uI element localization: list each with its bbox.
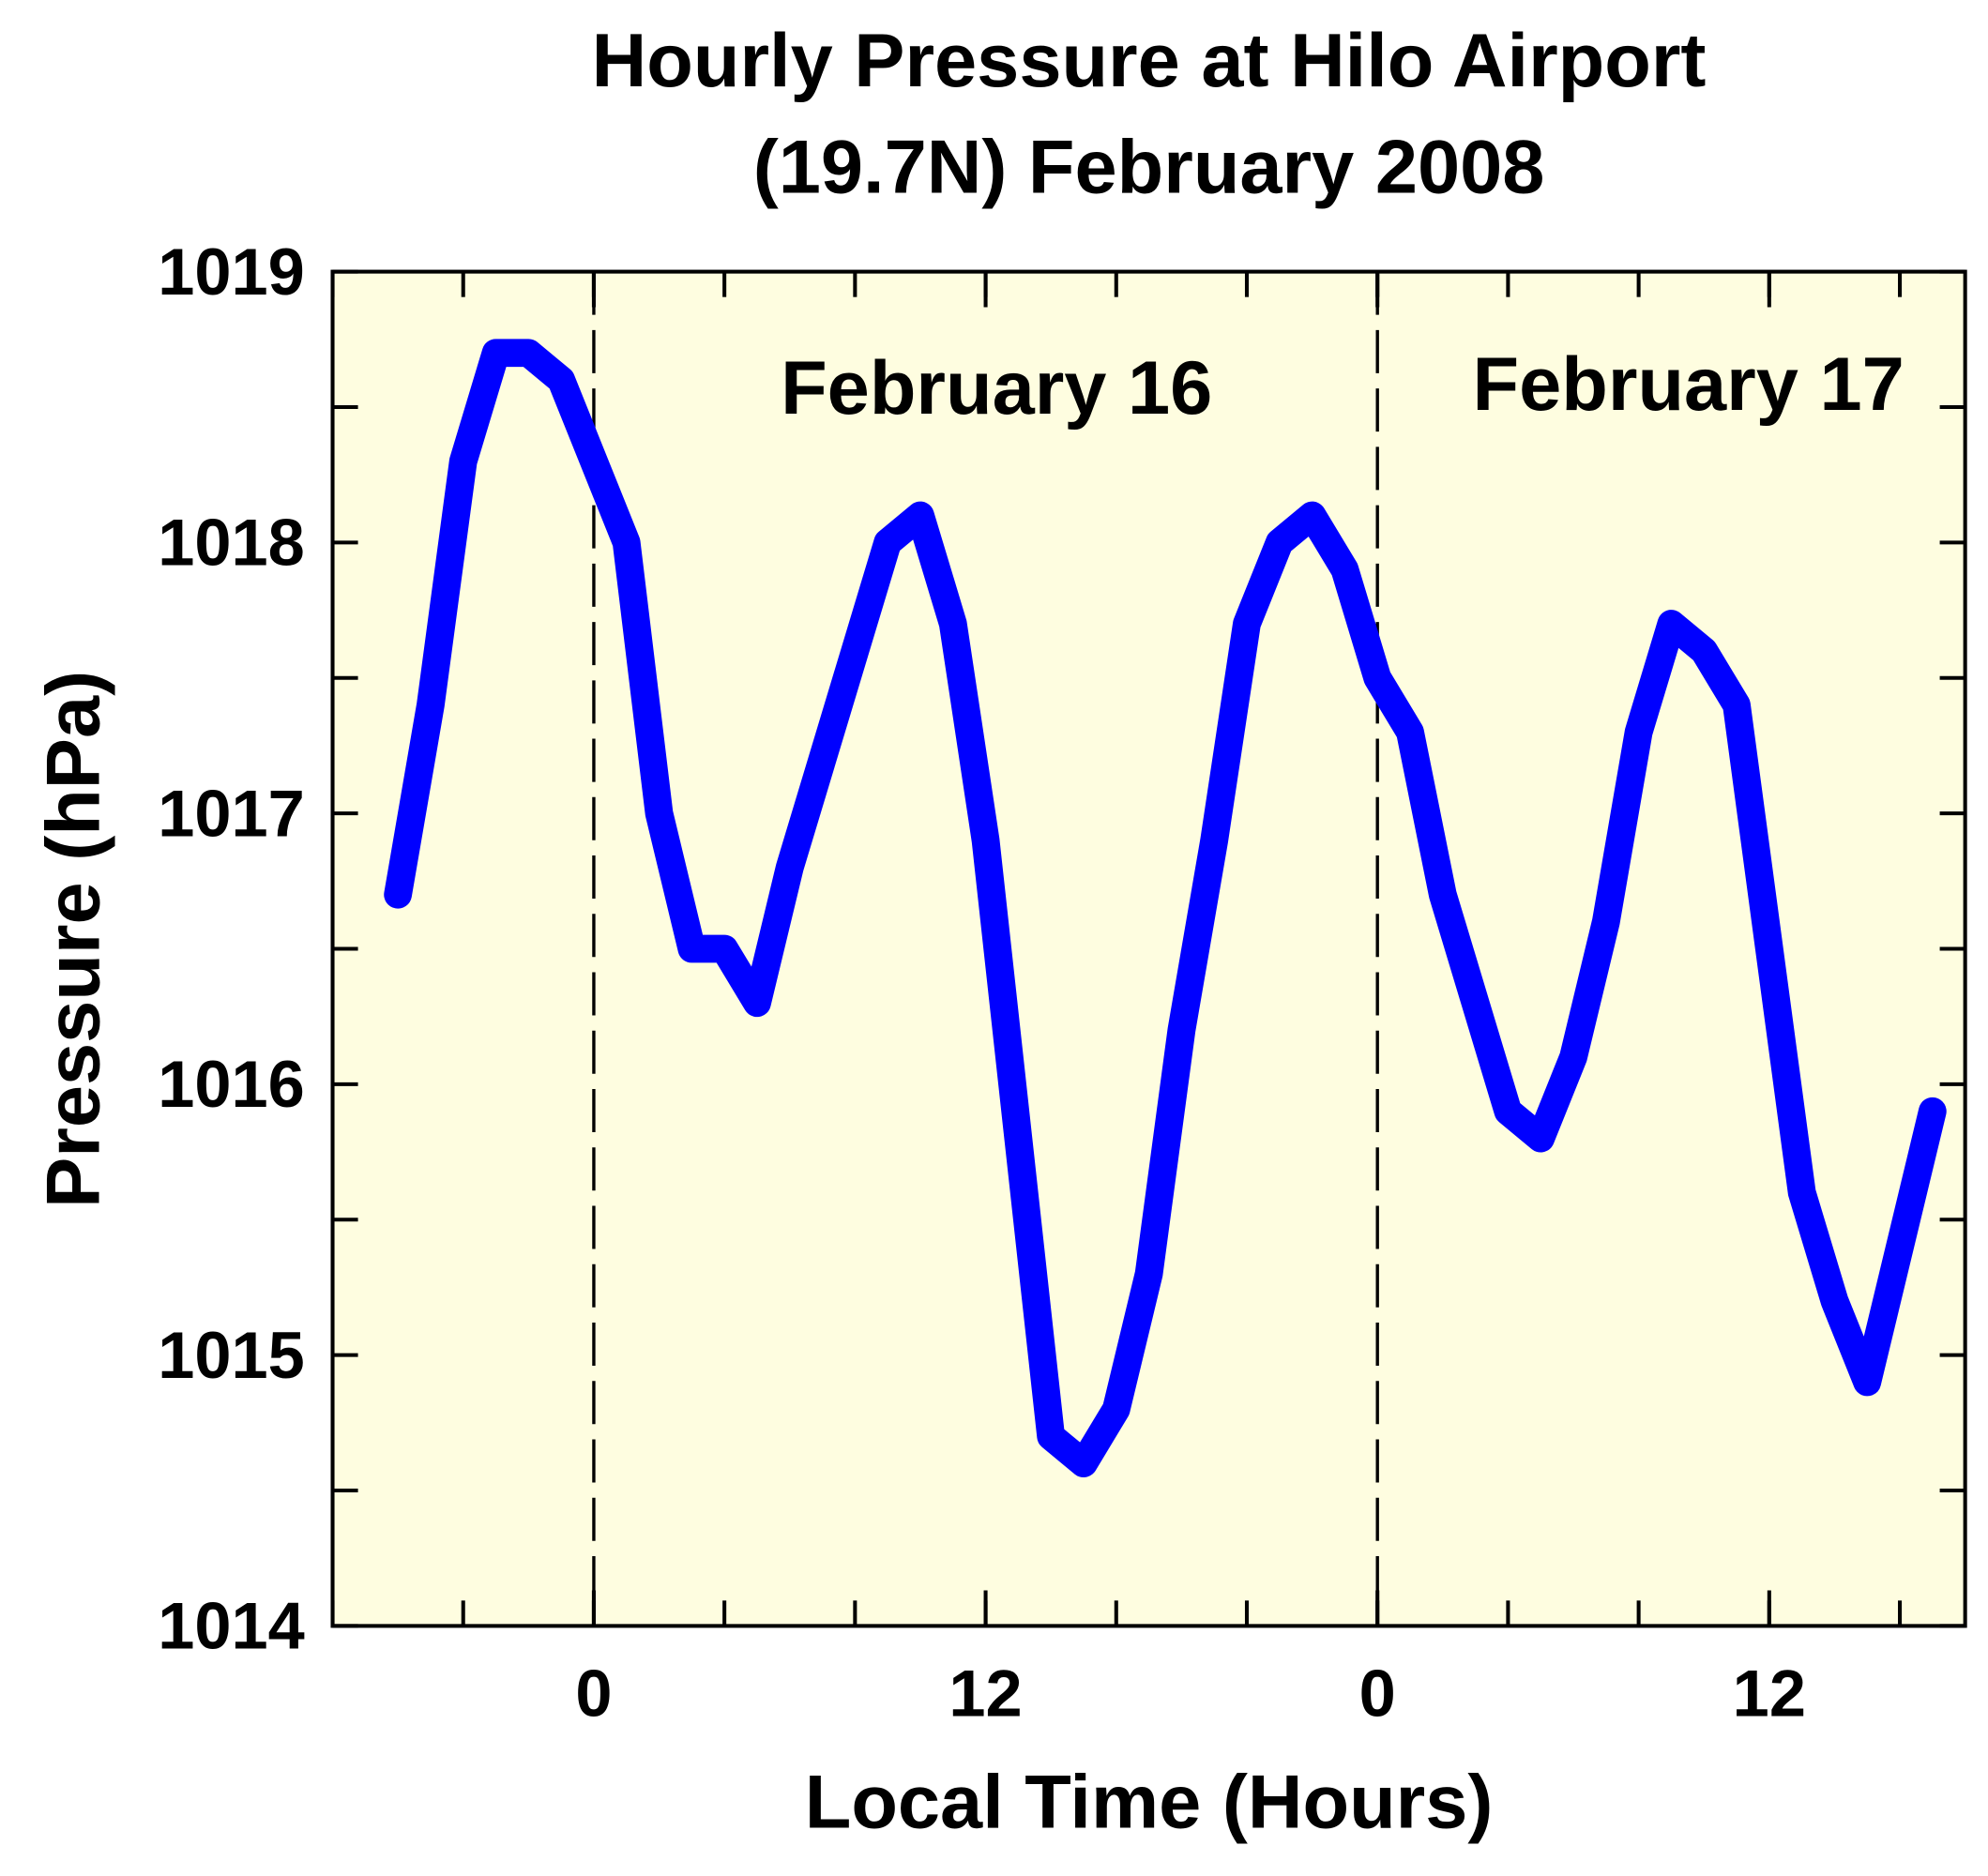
- chart-title: (19.7N) February 2008: [753, 126, 1545, 210]
- x-tick-label: 0: [1359, 1656, 1396, 1730]
- chart-title: Hourly Pressure at Hilo Airport: [592, 19, 1707, 103]
- plot-area: [332, 271, 1965, 1626]
- y-tick-label: 1015: [158, 1318, 305, 1392]
- plot-frame: [330, 269, 1967, 1628]
- annotation: February 16: [781, 346, 1212, 431]
- x-tick-label: 12: [1733, 1656, 1806, 1730]
- y-tick-label: 1019: [158, 234, 305, 309]
- y-tick-label: 1017: [158, 776, 305, 850]
- x-tick-label: 0: [575, 1656, 612, 1730]
- x-tick-label: 12: [948, 1656, 1022, 1730]
- x-axis-label: Local Time (Hours): [805, 1761, 1494, 1845]
- y-axis-label: Pressure (hPa): [32, 671, 116, 1208]
- y-tick-label: 1016: [158, 1047, 305, 1121]
- annotation: February 17: [1473, 342, 1905, 427]
- y-tick-label: 1014: [158, 1589, 305, 1663]
- series-line: [384, 339, 1947, 1478]
- y-tick-label: 1018: [158, 506, 305, 580]
